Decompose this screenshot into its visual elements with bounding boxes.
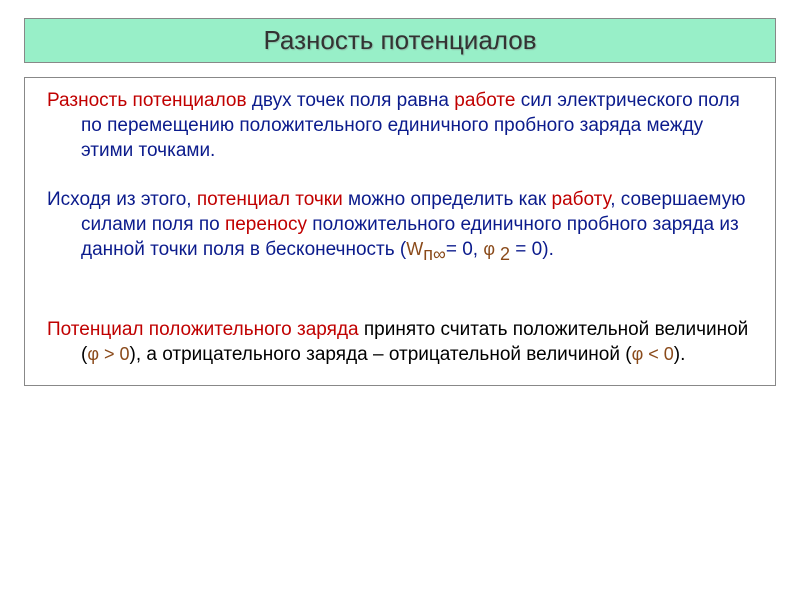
text: ). bbox=[674, 344, 686, 365]
text: = 0, bbox=[446, 239, 484, 260]
symbol-phi-negative: φ < 0 bbox=[632, 344, 674, 364]
symbol-w-sub: п∞ bbox=[423, 244, 446, 264]
text: двух точек поля равна bbox=[247, 90, 455, 111]
text: ), а отрицательного заряда – отрицательн… bbox=[130, 344, 632, 365]
paragraph-definition: Разность потенциалов двух точек поля рав… bbox=[47, 88, 753, 163]
text: можно определить как bbox=[348, 189, 552, 210]
text: = 0). bbox=[510, 239, 554, 260]
body-box: Разность потенциалов двух точек поля рав… bbox=[24, 77, 776, 386]
symbol-w: W bbox=[406, 239, 423, 259]
slide: Разность потенциалов Разность потенциало… bbox=[0, 0, 800, 600]
slide-title: Разность потенциалов bbox=[263, 25, 536, 55]
text: Исходя из этого, bbox=[47, 189, 197, 210]
symbol-phi-sub: 2 bbox=[500, 244, 510, 264]
paragraph-point-potential: Исходя из этого, потенциал точки можно о… bbox=[47, 187, 753, 267]
term-transfer: переносу bbox=[225, 214, 312, 235]
symbol-phi-positive: φ > 0 bbox=[87, 344, 129, 364]
term-point-potential: потенциал точки bbox=[197, 189, 348, 210]
term-potential-difference: Разность потенциалов bbox=[47, 90, 247, 111]
term-work: работу bbox=[552, 189, 611, 210]
term-positive-charge-potential: Потенциал положительного заряда bbox=[47, 319, 364, 340]
symbol-phi: φ bbox=[483, 239, 500, 259]
paragraph-sign-convention: Потенциал положительного заряда принято … bbox=[47, 291, 753, 367]
title-box: Разность потенциалов bbox=[24, 18, 776, 63]
term-work: работе bbox=[454, 90, 521, 111]
